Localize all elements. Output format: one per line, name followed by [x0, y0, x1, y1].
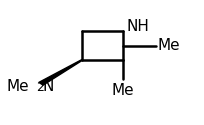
Text: 2: 2	[36, 81, 44, 94]
Text: Me: Me	[6, 79, 29, 94]
Text: Me: Me	[111, 83, 134, 98]
Text: Me: Me	[157, 38, 180, 53]
Polygon shape	[39, 60, 82, 85]
Text: N: N	[42, 79, 53, 94]
Text: NH: NH	[125, 19, 148, 34]
